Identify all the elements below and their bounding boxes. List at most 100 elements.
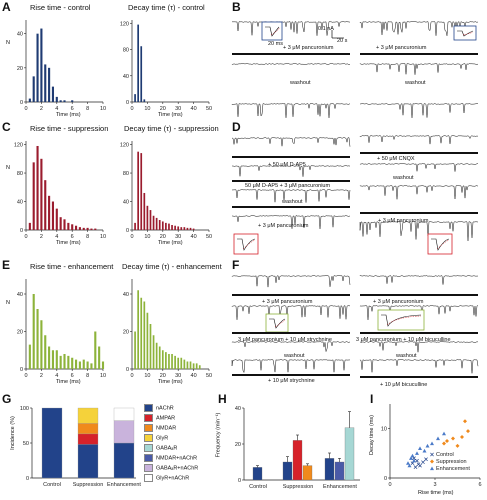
histogram-bar — [174, 225, 176, 230]
histogram-bar — [51, 350, 55, 369]
y-tick-label: 40 — [123, 292, 129, 298]
histogram-bar — [143, 301, 146, 369]
x-tick-label: 40 — [191, 234, 197, 240]
inset-box — [261, 21, 283, 41]
drug-application-bar — [360, 152, 478, 154]
histogram-bar — [152, 335, 155, 369]
histogram-bar — [158, 220, 161, 230]
traces-panel-f — [231, 275, 479, 378]
y-tick-label: 0 — [26, 476, 29, 482]
histogram-bar — [186, 227, 189, 230]
histogram-a-rise: 0 20 40 0 2 4 6 8 10 — [17, 20, 106, 112]
histogram-bar — [189, 361, 192, 369]
hist-ylabel-a: N — [6, 40, 10, 46]
category-label: Enhancement — [323, 484, 357, 490]
x-tick-label: 10 — [144, 106, 150, 112]
histogram-bar — [48, 67, 51, 102]
x-tick-label: 40 — [191, 373, 197, 379]
x-tick-label: 8 — [86, 373, 89, 379]
trace-label-f-l1: 3 μM pancuronium + 10 μM strychnine — [238, 337, 332, 343]
x-tick-label: 40 — [191, 106, 197, 112]
y-tick-label: 20 — [17, 66, 23, 72]
histogram-bar — [78, 361, 81, 369]
legend-swatch — [144, 464, 153, 472]
x-tick-label: 0 — [130, 106, 133, 112]
histogram-a-decay: 0 40 80 120 0 10 20 30 40 50 — [120, 20, 212, 112]
scatter-point — [413, 465, 418, 469]
y-tick-label: 0 — [126, 228, 129, 234]
y-tick-label: 40 — [235, 406, 241, 412]
current-trace — [232, 165, 351, 177]
x-tick-label: 20 — [160, 234, 166, 240]
x-tick-label: 50 — [206, 234, 212, 240]
inset-box — [453, 25, 477, 41]
averaged-event — [265, 26, 280, 37]
current-trace — [359, 359, 479, 374]
panel-letter-g: G — [2, 392, 12, 406]
inset-box — [427, 233, 453, 255]
y-tick-label: 80 — [17, 171, 23, 177]
histogram-e-decay: 0 20 40 0 10 20 30 40 50 — [123, 279, 212, 379]
scatter-point — [415, 458, 419, 463]
category-label: Enhancement — [107, 482, 141, 488]
y-tick-label: 100 — [20, 406, 29, 412]
histogram-bar — [86, 361, 89, 369]
hist-xlabel-a-rise: Time (ms) — [56, 112, 81, 118]
inset-box — [265, 313, 289, 333]
histogram-bar — [55, 96, 58, 102]
y-tick-label: 120 — [120, 143, 129, 149]
histogram-bar — [51, 201, 55, 230]
stacked-bar-segment — [77, 407, 99, 424]
x-tick-label: 4 — [55, 373, 58, 379]
panel-letter-f: F — [232, 258, 240, 272]
trace-label-f-l0: + 3 μM pancuronium — [262, 299, 313, 305]
histogram-bar — [67, 222, 70, 230]
drug-application-bar — [360, 332, 478, 334]
histogram-bar — [28, 98, 31, 102]
legend-label: nAChR — [156, 405, 174, 412]
histogram-bar — [161, 221, 164, 230]
histogram-c-rise: 0 40 80 120 0 2 4 6 8 10 — [14, 141, 106, 240]
histogram-bar — [152, 215, 155, 230]
drug-application-bar — [232, 294, 350, 296]
x-tick-label: 0 — [24, 106, 27, 112]
histogram-bar — [86, 227, 89, 230]
y-tick-label: 0 — [126, 367, 129, 373]
current-trace — [231, 189, 351, 203]
panel-letter-c: C — [2, 120, 11, 134]
averaged-event — [381, 314, 422, 327]
scale-label-b-time: 20 s — [337, 38, 348, 44]
current-trace — [359, 185, 479, 200]
stacked-bar-chart-g: 0 50 100 Control Suppression Enhancement — [20, 406, 142, 488]
hist-title-a-rise: Rise time - control — [30, 3, 91, 12]
y-tick-label: 40 — [123, 74, 129, 80]
scatter-point — [463, 419, 467, 424]
category-label: Control — [43, 482, 61, 488]
histogram-bar — [74, 359, 78, 369]
y-tick-label: 50 — [23, 441, 29, 447]
histogram-bar — [101, 361, 105, 369]
x-tick-label: 0 — [388, 482, 391, 488]
legend-item: NMDAR+nAChR — [144, 454, 197, 462]
histogram-bar — [59, 355, 62, 369]
current-trace — [231, 305, 351, 320]
frequency-bar — [282, 461, 293, 481]
histogram-bar — [177, 226, 180, 230]
drug-application-bar — [232, 180, 350, 182]
x-tick-label: 10 — [144, 234, 150, 240]
scatter-point — [406, 461, 410, 465]
drug-application-bar — [232, 332, 350, 334]
hist-title-e-decay: Decay time (τ) - enhancement — [122, 262, 222, 271]
inset-box — [377, 309, 425, 331]
legend-swatch — [144, 424, 153, 432]
trace-label-f-r3: + 10 μM bicuculline — [380, 382, 428, 388]
histogram-bar — [168, 354, 170, 369]
histogram-bar — [180, 227, 183, 230]
legend-marker — [430, 459, 434, 464]
histogram-bar — [32, 162, 35, 230]
legend-item: GlyR+nAChR — [144, 474, 189, 482]
y-tick-label: 120 — [120, 21, 129, 27]
legend-item: NMDAR — [144, 424, 176, 432]
scatter-point — [421, 460, 425, 465]
